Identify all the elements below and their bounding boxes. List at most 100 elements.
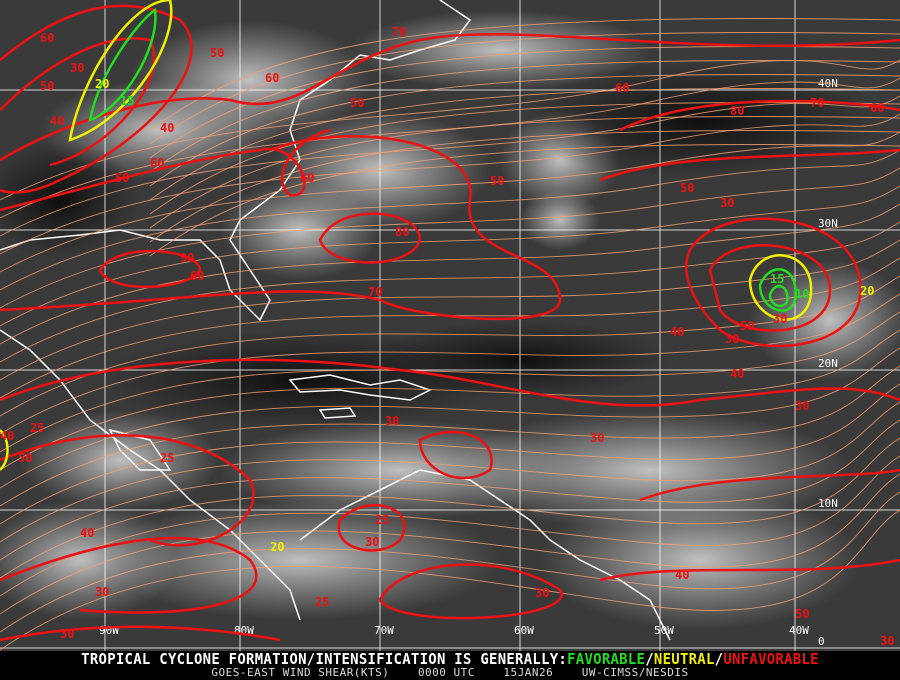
streamline: [149, 116, 900, 229]
shear-contours: [0, 0, 900, 642]
streamline: [0, 131, 900, 273]
contour-value-label: 30: [725, 332, 739, 346]
streamline: [0, 59, 900, 201]
contour-value-label: 20: [95, 77, 109, 91]
contour-value-label: 60: [870, 101, 884, 115]
contour-value-label: 15: [120, 94, 134, 108]
streamline: [0, 491, 900, 633]
shear-contour-unfavorable: [619, 99, 900, 132]
cloud-area: [20, 410, 220, 510]
latitude-label: 30N: [818, 217, 838, 230]
streamline: [149, 88, 900, 201]
headline-text: TROPICAL CYCLONE FORMATION/INTENSIFICATI…: [81, 650, 568, 668]
contour-value-label: 20: [270, 540, 284, 554]
streamline: [0, 383, 900, 525]
valid-time: 0000 UTC: [417, 666, 475, 679]
shear-contour-unfavorable: [0, 128, 331, 212]
streamline: [0, 77, 900, 219]
contour-value-label: 40: [670, 325, 684, 339]
contour-value-label: 60: [150, 156, 164, 170]
contour-value-label: 30: [365, 535, 379, 549]
contour-value-label: 30: [590, 431, 604, 445]
shear-contour-unfavorable: [0, 135, 562, 321]
streamline: [0, 329, 900, 471]
coastline: [299, 469, 671, 641]
contour-value-label: 50: [350, 96, 364, 110]
contour-value-label: 30: [720, 196, 734, 210]
longitude-label: 50W: [654, 624, 674, 637]
streamline: [149, 32, 900, 145]
contour-value-label: 80: [730, 104, 744, 118]
shear-contour-unfavorable: [0, 537, 258, 614]
contour-value-label: 50: [680, 181, 694, 195]
latitude-label: 0: [818, 635, 825, 648]
shear-contour-unfavorable: [685, 217, 862, 348]
contour-value-label: 40: [160, 121, 174, 135]
contour-value-label: 50: [740, 319, 754, 333]
streamline: [0, 347, 900, 489]
contour-value-label: 10: [795, 287, 809, 301]
streamline: [0, 257, 900, 399]
contour-value-label: 25: [315, 595, 329, 609]
streamline: [0, 401, 900, 543]
contour-value-label: 60: [265, 71, 279, 85]
contour-value-label: 70: [368, 285, 382, 299]
contour-value-label: 40: [80, 526, 94, 540]
contour-value-label: 25: [375, 513, 389, 527]
separator: /: [645, 650, 654, 668]
legend-unfavorable: UNFAVORABLE: [723, 650, 819, 668]
shear-contour-unfavorable: [599, 558, 900, 582]
streamline: [0, 221, 900, 363]
contour-value-label: 40: [0, 429, 14, 443]
streamline: [0, 509, 900, 651]
streamline: [0, 203, 900, 345]
coastline: [108, 428, 172, 471]
shear-contour-unfavorable: [708, 244, 832, 332]
streamline: [0, 275, 900, 417]
streamline: [149, 74, 900, 187]
streamline: [0, 419, 900, 561]
streamline: [149, 144, 900, 257]
contour-value-label: 70: [810, 96, 824, 110]
legend-neutral: NEUTRAL: [653, 650, 715, 668]
streamline: [149, 46, 900, 159]
latitude-label: 10N: [818, 497, 838, 510]
cloud-area: [220, 420, 580, 520]
contour-value-label: 30: [773, 312, 787, 326]
longitude-label: 70W: [374, 624, 394, 637]
coastline: [318, 407, 357, 419]
contour-value-label: 15: [770, 272, 784, 286]
contour-value-label: 60: [40, 31, 54, 45]
longitude-label: 60W: [514, 624, 534, 637]
cloud-area: [0, 500, 180, 620]
contour-value-label: 50: [115, 171, 129, 185]
shear-contour-unfavorable: [378, 563, 563, 620]
contour-value-label: 25: [160, 451, 174, 465]
cloud-area: [350, 10, 650, 90]
legend-favorable: FAVORABLE: [567, 650, 646, 668]
shear-contour-neutral: [0, 429, 9, 471]
contour-value-label: 60: [190, 269, 204, 283]
streamline: [0, 293, 900, 435]
streamline: [149, 130, 900, 243]
coastline: [0, 0, 472, 322]
shear-contour-unfavorable: [0, 358, 900, 407]
coastlines: [0, 0, 671, 641]
separator: /: [714, 650, 724, 668]
shear-contour-unfavorable: [318, 212, 422, 264]
contour-value-label: 60: [300, 171, 314, 185]
shear-contour-favorable: [88, 7, 157, 122]
shear-contour-unfavorable: [0, 4, 193, 194]
streamline: [0, 239, 900, 381]
streamline: [0, 473, 900, 615]
contour-value-label: 30: [70, 61, 84, 75]
contour-value-label: 40: [50, 114, 64, 128]
contour-value-label: 50: [210, 46, 224, 60]
contour-value-label: 30: [795, 399, 809, 413]
contour-value-label: 30: [535, 586, 549, 600]
cloud-area: [750, 260, 900, 380]
longitude-label: 40W: [789, 624, 809, 637]
contour-value-label: 25: [30, 421, 44, 435]
